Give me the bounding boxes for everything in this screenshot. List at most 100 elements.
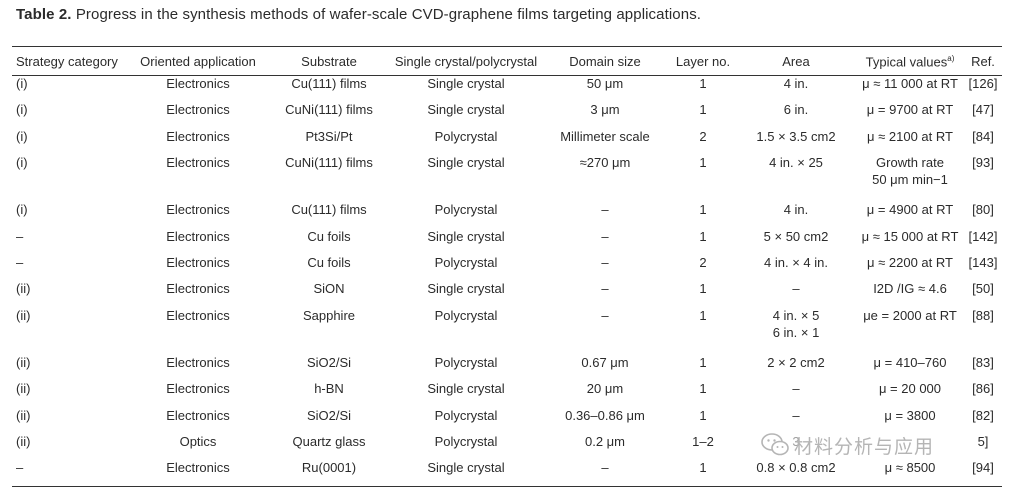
cell-substrate: CuNi(111) films [285, 155, 373, 171]
cell-domain-size: ≈270 μm [579, 155, 631, 171]
cell-ref: [80] [972, 202, 994, 218]
cell-crystal: Single crystal [427, 76, 505, 91]
cell-domain-size: – [601, 281, 609, 297]
cell-substrate: Cu(111) films [291, 76, 367, 91]
cell-typical-values: μe = 2000 at RT [856, 307, 964, 354]
cell-application: Electronics [166, 228, 230, 244]
cell-area: 5 × 50 cm2 [736, 228, 856, 254]
table-row: (ii) Electronics Sapphire Polycrystal – 1 4 in… [12, 307, 1002, 354]
cell-crystal: Polycrystal [434, 354, 498, 370]
table-row: (i) Electronics CuNi(111) films Single crys… [12, 101, 1002, 127]
cell-ref: [82] [972, 407, 994, 423]
col-crystal: Single crystal/polycrystal [394, 54, 538, 69]
cell-strategy: (i) [16, 128, 28, 144]
cell-domain-size: – [601, 228, 609, 244]
cell-area-line: 4 in. × 5 [772, 307, 820, 323]
cell-area: 6 in. [736, 101, 856, 127]
cell-strategy: (ii) [16, 281, 31, 297]
wechat-logo-icon [761, 433, 789, 456]
cell-strategy: (ii) [16, 407, 31, 423]
header-row: Strategy category Oriented application S… [12, 48, 1002, 75]
cell-ref: [126] [968, 76, 998, 91]
cell-layer-no: 1 [699, 281, 707, 297]
cell-layer-no: 2 [699, 128, 707, 144]
cell-layer-no: 1 [699, 102, 707, 118]
cell-domain-size: 0.67 μm [581, 354, 629, 370]
cell-typical-values: μ = 4900 at RT [856, 201, 964, 227]
cell-substrate: Pt3Si/Pt [305, 128, 353, 144]
cell-ref: [84] [972, 128, 994, 144]
cell-ref: 5] [977, 433, 989, 449]
cell-area-line: 6 in. × 1 [772, 324, 820, 340]
cell-strategy: (ii) [16, 307, 31, 323]
cell-typical-values: μ = 20 000 [856, 380, 964, 406]
cell-typical-values-line: μ ≈ 2100 at RT [867, 128, 953, 144]
table-row: (i) Electronics CuNi(111) films Single crys… [12, 154, 1002, 201]
cell-application: Electronics [166, 254, 230, 270]
cell-typical-values: μ = 3800 [856, 407, 964, 433]
cell-area-line: 5 × 50 cm2 [763, 228, 829, 244]
cell-area: 4 in. [736, 75, 856, 101]
cell-area: – [736, 280, 856, 306]
cell-typical-values: μ ≈ 15 000 at RT [856, 228, 964, 254]
cell-typical-values: μ ≈ 2100 at RT [856, 128, 964, 154]
cell-crystal: Single crystal [427, 102, 505, 118]
cell-crystal: Single crystal [427, 381, 505, 397]
cell-layer-no: 1 [699, 307, 707, 323]
cell-crystal: Single crystal [427, 155, 505, 171]
cell-strategy: (i) [16, 202, 28, 218]
cell-ref: [93] [972, 155, 994, 171]
cell-substrate: Cu(111) films [291, 202, 367, 218]
table-caption: Table 2. Progress in the synthesis metho… [16, 6, 701, 23]
cell-area-line: – [792, 381, 800, 397]
table-row: (i) Electronics Pt3Si/Pt Polycrystal Millime… [12, 128, 1002, 154]
cell-ref: [47] [972, 102, 994, 118]
cell-layer-no: 2 [699, 254, 707, 270]
cell-typical-values-line: μ = 20 000 [878, 381, 942, 397]
cell-area: 1.5 × 3.5 cm2 [736, 128, 856, 154]
cell-typical-values-line: I2D /IG ≈ 4.6 [873, 281, 947, 297]
cell-strategy: – [16, 460, 24, 476]
table-row: (ii) Electronics SiO2/Si Polycrystal 0.67 μm… [12, 354, 1002, 380]
cell-area-line: 4 in. × 4 in. [764, 254, 828, 270]
cell-application: Optics [179, 433, 217, 449]
cell-substrate: CuNi(111) films [285, 102, 373, 118]
cell-typical-values-line: μ ≈ 15 000 at RT [861, 228, 959, 244]
cell-ref: [143] [968, 254, 998, 270]
cell-application: Electronics [166, 354, 230, 370]
cell-application: Electronics [166, 407, 230, 423]
table-row: (i) Electronics Cu(111) films Polycrystal – 1… [12, 201, 1002, 227]
cell-ref: [94] [972, 460, 994, 476]
table-title: Progress in the synthesis methods of waf… [75, 6, 702, 23]
header-rule [12, 75, 1002, 76]
cell-crystal: Single crystal [427, 460, 505, 476]
col-layer-no: Layer no. [675, 54, 731, 69]
cell-application: Electronics [166, 128, 230, 144]
table-row: – Electronics Ru(0001) Single crystal – 1 0.8 … [12, 459, 1002, 485]
col-domain-size: Domain size [569, 54, 641, 69]
cell-layer-no: 1 [699, 407, 707, 423]
cell-strategy: (ii) [16, 381, 31, 397]
cell-area-line: 4 in. [783, 76, 809, 91]
cell-area-line: 4 in. × 25 [769, 155, 823, 171]
cell-area: 2 × 2 cm2 [736, 354, 856, 380]
cell-layer-no: 1 [699, 460, 707, 476]
cell-application: Electronics [166, 202, 230, 218]
cell-typical-values-line: μ = 9700 at RT [866, 102, 954, 118]
cell-substrate: h-BN [314, 381, 344, 397]
table-row: (i) Electronics Cu(111) films Single crysta… [12, 75, 1002, 101]
cell-area: 4 in. × 4 in. [736, 254, 856, 280]
cell-typical-values: μ ≈ 2200 at RT [856, 254, 964, 280]
col-oriented-application: Oriented application [140, 54, 256, 69]
cell-area-line: 0.8 × 0.8 cm2 [756, 460, 836, 476]
cell-layer-no: 1 [699, 228, 707, 244]
cell-area: – [736, 407, 856, 433]
cell-substrate: Quartz glass [292, 433, 366, 449]
watermark-text: 材料分析与应用 [794, 436, 935, 458]
cell-substrate: SiO2/Si [306, 354, 352, 370]
cell-application: Electronics [166, 281, 230, 297]
cell-area: 0.8 × 0.8 cm2 [736, 459, 856, 485]
cell-area: 4 in. [736, 201, 856, 227]
cell-domain-size: 0.36–0.86 μm [565, 407, 645, 423]
cell-layer-no: 1 [699, 354, 707, 370]
